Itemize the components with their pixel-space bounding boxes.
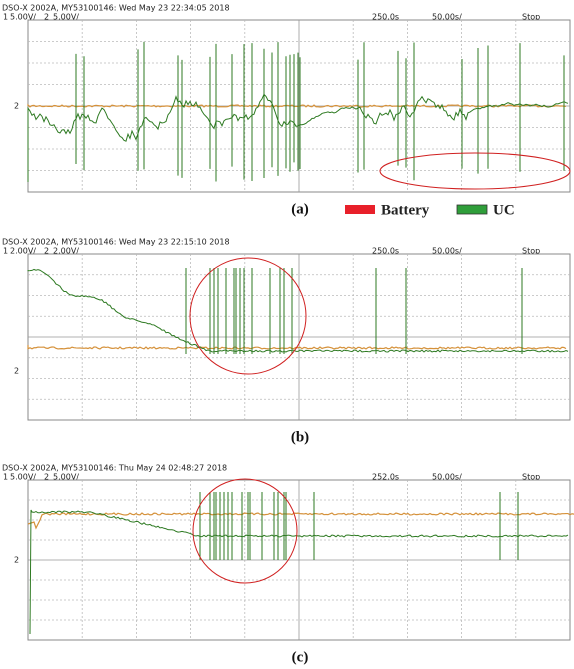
channel-1-id: 1 bbox=[3, 473, 8, 482]
legend-label: UC bbox=[493, 202, 515, 218]
legend-swatch bbox=[457, 205, 487, 214]
scope-header: DSO-X 2002A, MY53100146: Wed May 23 22:1… bbox=[2, 238, 230, 247]
ground-marker: 2 bbox=[14, 367, 19, 376]
scope-header: DSO-X 2002A, MY53100146: Wed May 23 22:3… bbox=[2, 4, 230, 13]
channel-1-id: 1 bbox=[3, 13, 8, 22]
ground-marker: 2 bbox=[14, 556, 19, 565]
panel-label: (c) bbox=[292, 649, 309, 665]
panel-label: (a) bbox=[291, 201, 309, 217]
legend-swatch bbox=[345, 205, 375, 214]
ground-marker: 2 bbox=[14, 102, 19, 111]
channel-1-id: 1 bbox=[3, 247, 8, 256]
figure-canvas: DSO-X 2002A, MY53100146: Wed May 23 22:3… bbox=[0, 0, 574, 669]
legend-label: Battery bbox=[381, 202, 430, 218]
scope-header: DSO-X 2002A, MY53100146: Thu May 24 02:4… bbox=[2, 464, 227, 473]
figure: DSO-X 2002A, MY53100146: Wed May 23 22:3… bbox=[0, 0, 574, 669]
panel-label: (b) bbox=[291, 429, 309, 445]
